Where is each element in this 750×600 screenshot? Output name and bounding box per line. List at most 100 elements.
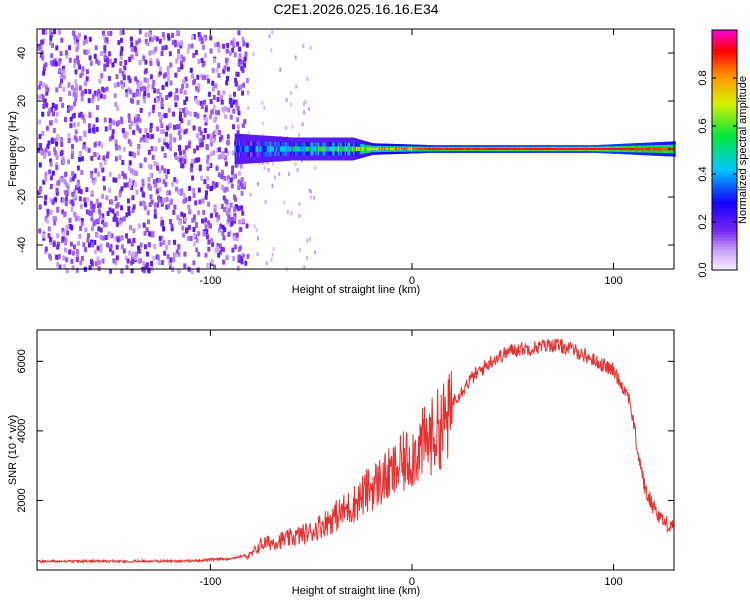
heatmap-cell [273,175,276,180]
colorbar-tick-label: 0.0 [697,262,709,277]
heatmap-cell [134,118,138,124]
heatmap-cell [640,147,644,151]
heatmap-cell [618,147,621,151]
heatmap-cell [74,69,78,75]
heatmap-cell [82,142,86,147]
heatmap-cell [51,42,54,48]
heatmap-cell [42,233,46,239]
heatmap-cell [108,58,112,64]
heatmap-cell [72,30,76,36]
heatmap-cell [309,146,312,152]
heatmap-cell [446,148,449,150]
heatmap-cell [159,241,163,247]
heatmap-cell [285,98,288,103]
heatmap-cell [162,239,166,245]
heatmap-cell [98,202,102,208]
heatmap-cell [477,148,480,150]
heatmap-cell [134,171,138,176]
heatmap-cell [152,104,156,110]
colorbar: 0.00.20.40.60.8 Normalized spectral ampl… [697,29,749,278]
heatmap-cell [93,239,97,245]
heatmap-cell [207,78,211,84]
heatmap-cell [93,90,97,96]
heatmap-cell [95,198,99,204]
heatmap-cell [205,190,208,196]
heatmap-cell [215,67,219,73]
heatmap-cell [309,189,312,194]
heatmap-cell [430,148,434,150]
heatmap-cell [73,34,77,40]
heatmap-cell [108,136,112,142]
heatmap-cell [154,97,157,103]
heatmap-cell [44,62,48,68]
heatmap-cell [236,117,240,123]
heatmap-cell [42,103,46,109]
heatmap-cell [330,146,333,152]
heatmap-cell [232,124,235,130]
colorbar-cell [712,261,737,265]
heatmap-cell [234,162,238,168]
heatmap-cell [204,217,208,223]
heatmap-cell [182,78,186,84]
heatmap-cell [232,235,236,241]
heatmap-cell [144,59,148,65]
heatmap-cell [160,114,164,120]
heatmap-cell [403,148,407,151]
heatmap-cell [117,145,121,151]
heatmap-cell [45,125,49,131]
heatmap-cell [105,37,109,43]
heatmap-cell [54,61,58,67]
heatmap-cell [175,186,179,192]
heatmap-cell [354,146,357,152]
heatmap-cell [173,39,177,45]
heatmap-cell [663,147,666,151]
heatmap-cell [91,127,95,133]
heatmap-cell [307,146,311,152]
heatmap-cell [239,226,243,232]
colorbar-cell [712,150,737,154]
heatmap-cell [184,197,188,203]
heatmap-cell [230,221,234,227]
heatmap-cell [109,30,113,36]
heatmap-cell [243,145,246,153]
heatmap-cell [238,170,242,176]
heatmap-cell [210,109,214,115]
heatmap-cell [183,251,187,257]
heatmap-cell [184,145,188,151]
heatmap-cell [38,162,42,168]
heatmap-cell [298,248,301,253]
heatmap-xtick-label: 100 [604,275,622,287]
heatmap-cell [174,102,178,108]
heatmap-cell [409,148,412,150]
heatmap-cell [123,182,127,188]
heatmap-cell [236,105,240,111]
heatmap-cell [405,148,408,151]
heatmap-cell [56,207,60,213]
heatmap-cell [96,256,100,262]
heatmap-cell [159,118,163,124]
heatmap-cell [191,175,195,181]
heatmap-cell [389,147,393,151]
heatmap-cell [84,227,88,233]
heatmap-cell [78,234,82,239]
heatmap-cell [87,49,91,55]
heatmap-cell [234,196,238,202]
heatmap-cell [107,31,111,37]
heatmap-cell [214,83,218,89]
heatmap-cell [638,147,641,151]
heatmap-cell [388,147,391,151]
heatmap-cell [56,233,60,239]
heatmap-cell [384,147,387,151]
heatmap-cell [130,168,134,174]
heatmap-cell [106,151,110,157]
heatmap-cell [157,260,161,265]
heatmap-cell [222,68,226,74]
heatmap-cell [104,222,108,228]
heatmap-cell [230,183,234,189]
heatmap-cell [48,108,52,114]
heatmap-cell [447,148,450,150]
heatmap-cell [109,244,113,250]
heatmap-cell [206,159,209,164]
heatmap-cell [135,113,139,119]
heatmap-cell [177,251,181,257]
